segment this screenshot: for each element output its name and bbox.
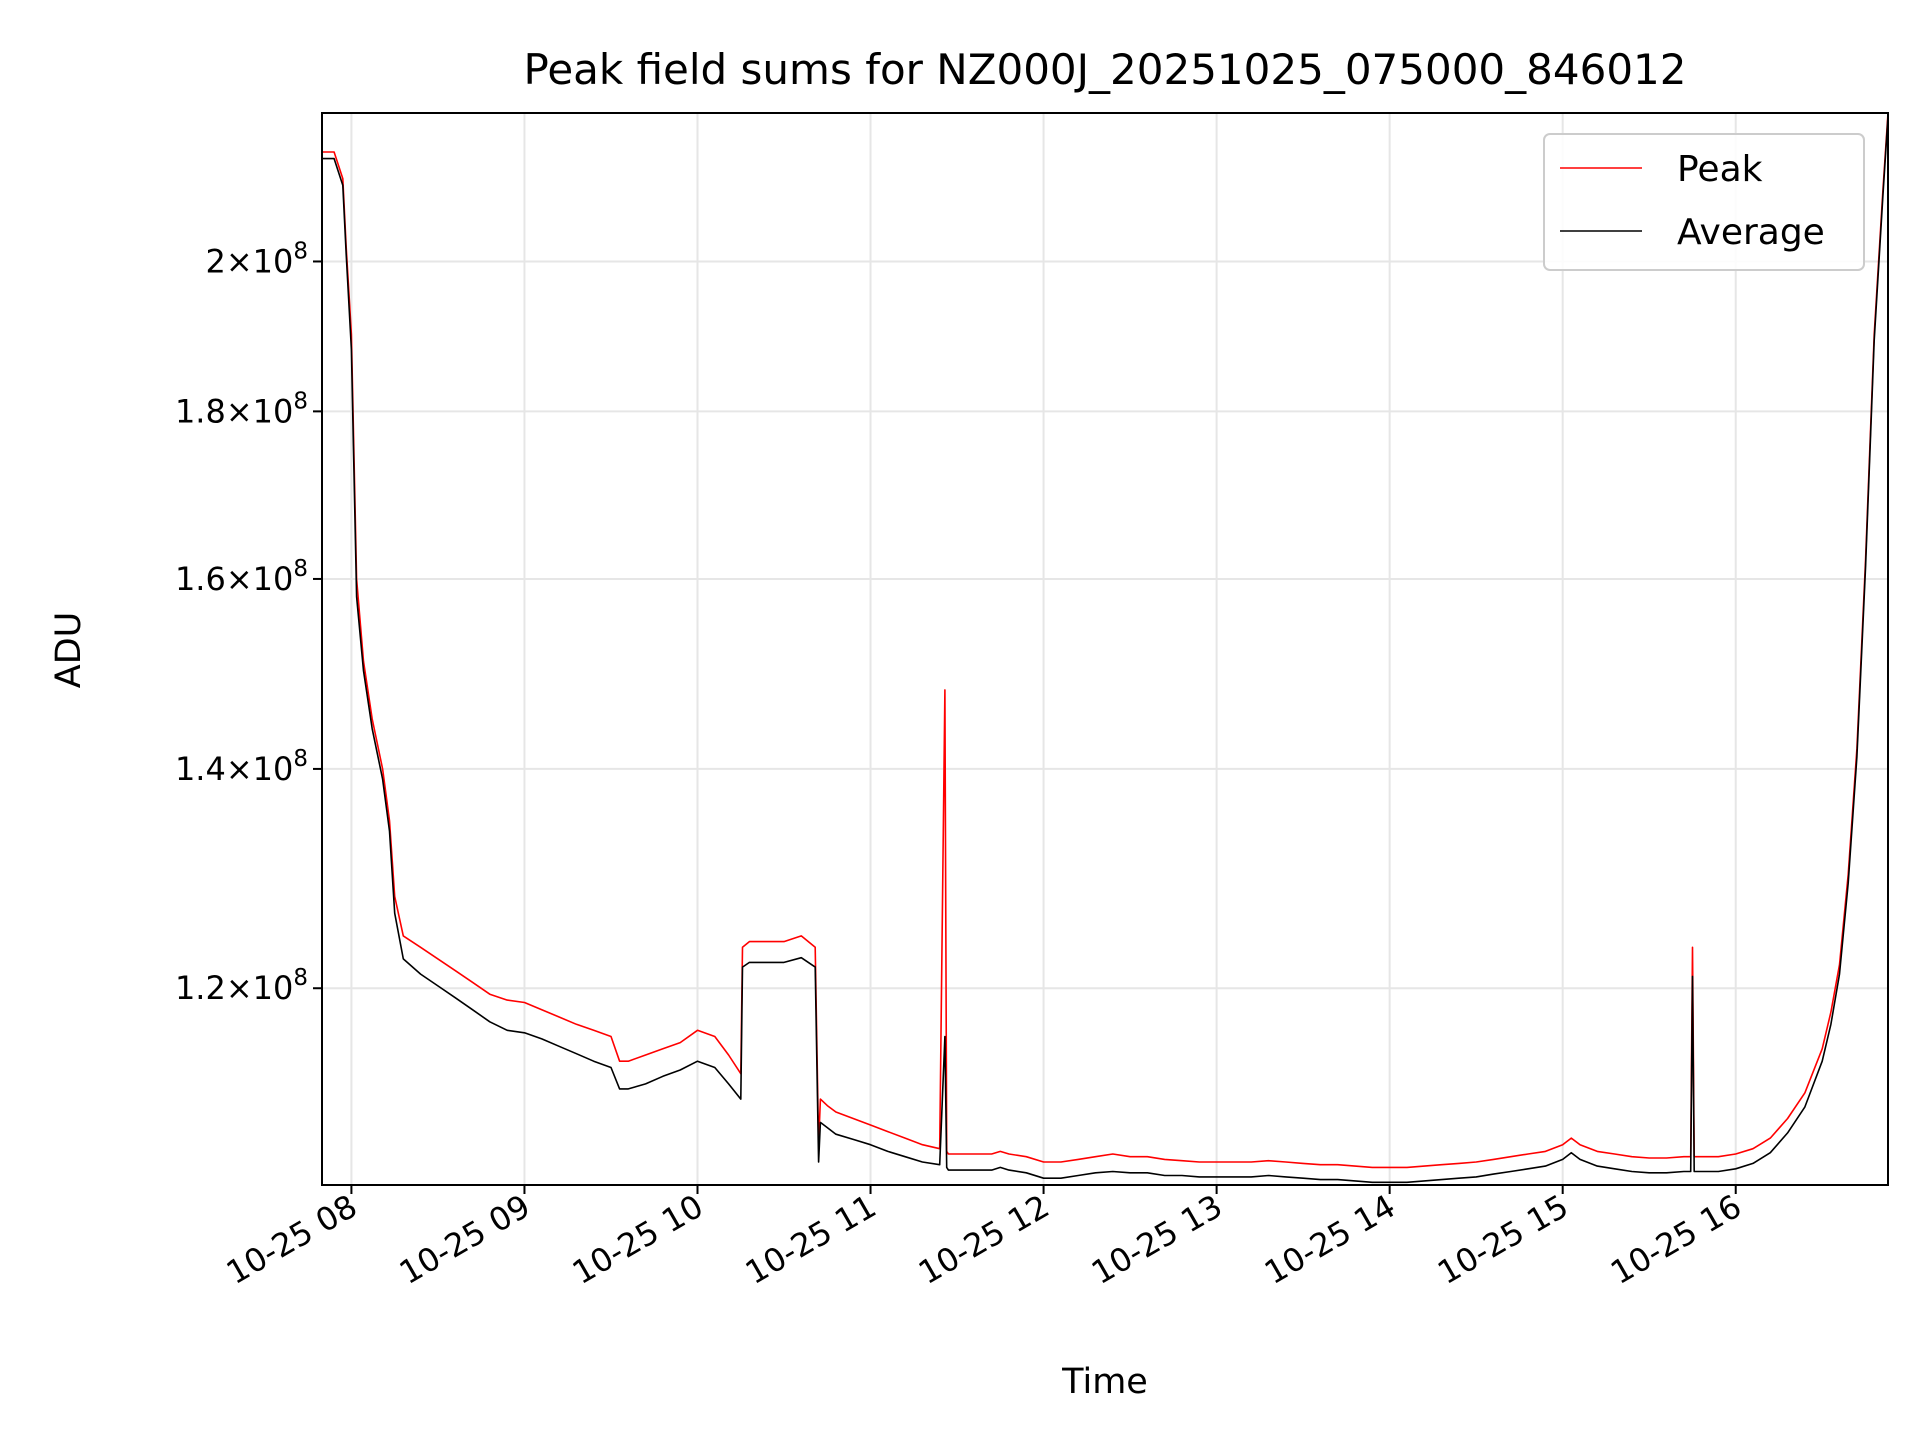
x-axis-label: Time <box>1061 1362 1148 1402</box>
y-tick-times: ×10 <box>226 560 294 598</box>
y-tick-label: 1.6×108 <box>175 556 308 598</box>
y-tick-mantissa: 1.2 <box>175 969 226 1007</box>
series-line-peak <box>322 113 1888 1169</box>
series-line-average <box>322 116 1888 1184</box>
chart-title: Peak field sums for NZ000J_20251025_0750… <box>524 45 1687 94</box>
legend-peak-label: Peak <box>1677 149 1763 190</box>
y-tick-times: ×10 <box>226 392 294 430</box>
y-tick-times: ×10 <box>226 750 294 788</box>
y-tick-exponent: 8 <box>293 388 308 414</box>
grid <box>322 113 1888 1185</box>
legend: Peak Average <box>1543 133 1865 271</box>
y-tick-label: 1.8×108 <box>175 388 308 430</box>
y-tick-times: ×10 <box>226 242 294 280</box>
plot-frame <box>321 112 1889 1186</box>
y-tick-exponent: 8 <box>293 238 308 264</box>
y-axis-label: ADU <box>49 612 89 689</box>
y-tick-times: ×10 <box>226 969 294 1007</box>
y-tick-mantissa: 1.8 <box>175 392 226 430</box>
y-tick-label: 1.2×108 <box>175 965 308 1007</box>
series-layer <box>322 113 1888 1184</box>
y-tick-exponent: 8 <box>293 556 308 582</box>
y-tick-label: 2×108 <box>205 238 308 280</box>
y-tick-mantissa: 1.4 <box>175 750 226 788</box>
y-tick-mantissa: 1.6 <box>175 560 226 598</box>
y-tick-mantissa: 2 <box>205 242 225 280</box>
y-tick-exponent: 8 <box>293 965 308 991</box>
y-tick-label: 1.4×108 <box>175 746 308 788</box>
y-tick-exponent: 8 <box>293 746 308 772</box>
legend-average-label: Average <box>1677 212 1825 253</box>
